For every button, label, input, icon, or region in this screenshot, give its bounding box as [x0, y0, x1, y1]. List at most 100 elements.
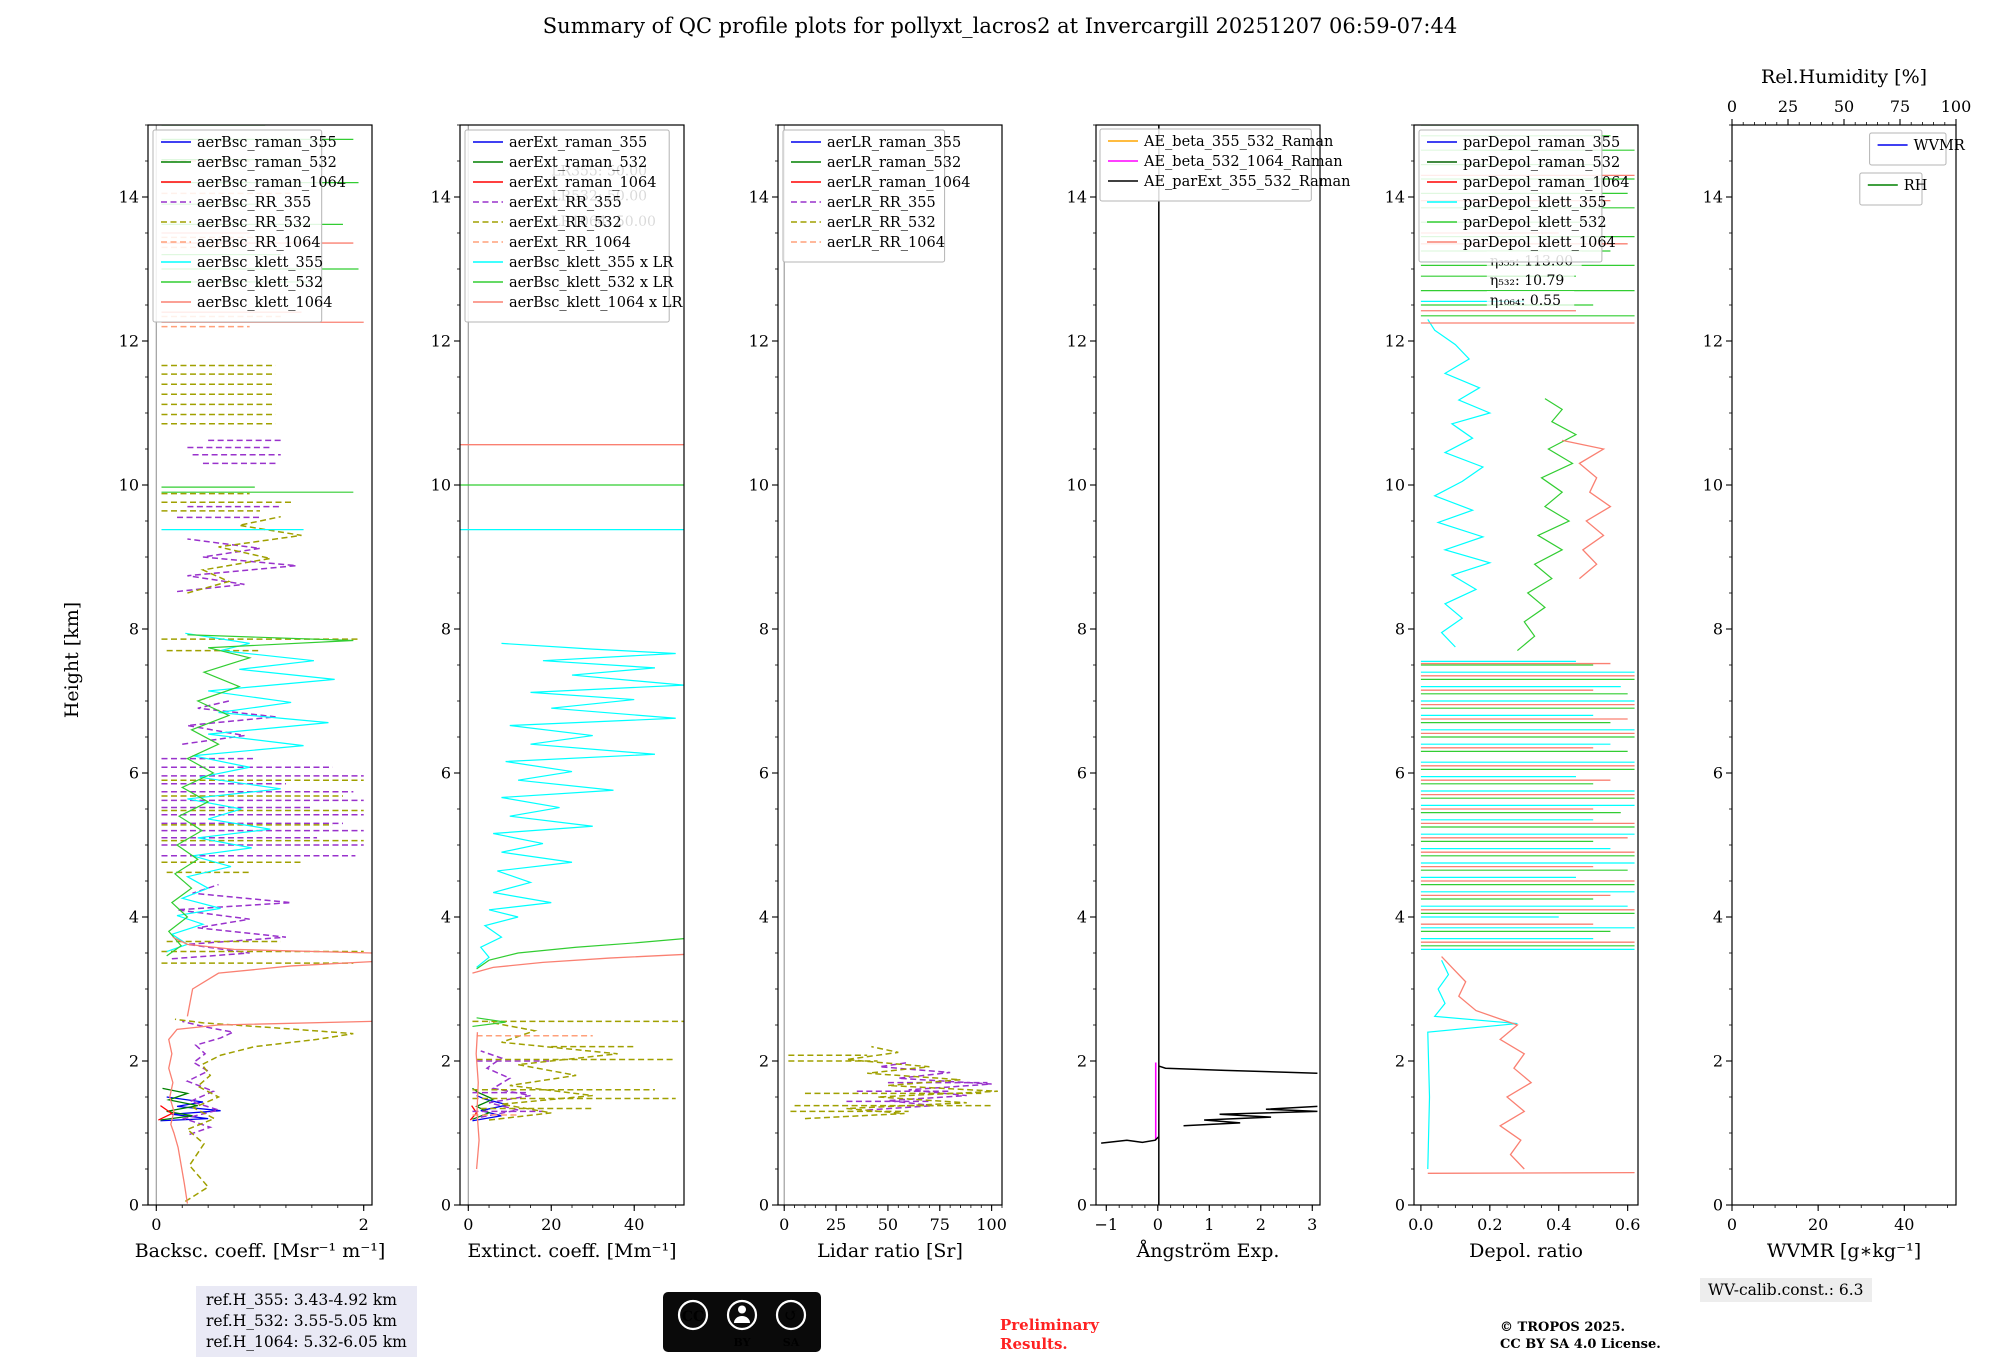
legend-label: parDepol_raman_532: [1463, 155, 1620, 171]
panel-frame: [147, 124, 373, 1206]
series-aerBsc-raman-532: [160, 1087, 198, 1121]
x-tick-label: 40: [624, 1215, 644, 1234]
y-tick-label: 10: [431, 476, 451, 495]
legend-label: RH: [1904, 178, 1928, 194]
y-tick-label: 12: [749, 332, 769, 351]
y-tick-label: 2: [1077, 1052, 1087, 1071]
y-tick-label: 6: [1713, 764, 1723, 783]
by-person-body: [734, 1316, 750, 1323]
by-label: BY: [734, 1336, 751, 1349]
copyright-note: © TROPOS 2025. CC BY SA 4.0 License.: [1500, 1320, 1661, 1354]
legend-label: aerBsc_klett_355 x LR: [509, 255, 674, 271]
top-tick-label: 0: [1727, 97, 1737, 116]
series-AE-parExt-355-532-Raman: [1158, 1065, 1318, 1074]
legend: aerLR_raman_355 aerLR_raman_532 aerLR_rama…: [782, 129, 970, 263]
ref-h-1064: ref.H_1064: 5.32-6.05 km: [206, 1332, 407, 1351]
x-tick-label: 100: [976, 1215, 1007, 1234]
x-tick-label: 3: [1307, 1215, 1317, 1234]
panel-lidar_ratio: 0 2 4 6 8 10 12 14 0 25 50 75 100 Lidar ratio [Sr] aer…: [749, 124, 1007, 1262]
series-aerBsc-RR-355: [182, 700, 276, 745]
series-aerLR-RR-355: [867, 1061, 992, 1111]
series-parDepol-klett-355: [1427, 959, 1518, 1170]
series-aerLR-RR-532: [804, 1045, 998, 1120]
series-aerBsc-raman-1064: [158, 1105, 174, 1121]
legend-label: aerBsc_RR_532: [197, 215, 311, 231]
ref-h-532: ref.H_532: 3.55-5.05 km: [206, 1311, 397, 1330]
wv-calib-note: WV-calib.const.: 6.3: [1700, 1278, 1872, 1302]
legend-label: aerBsc_raman_1064: [197, 175, 346, 191]
x-tick-label: −1: [1095, 1215, 1119, 1234]
series-aerBsc-klett-1064-x-LR: [472, 953, 684, 974]
panel-frame: [459, 124, 685, 1206]
y-tick-label: 12: [1385, 332, 1405, 351]
top-tick-label: 25: [1778, 97, 1798, 116]
y-tick-label: 6: [441, 764, 451, 783]
y-tick-label: 4: [129, 908, 139, 927]
panel-frame: [1095, 124, 1321, 1206]
series-aerBsc-klett-532-x-LR: [472, 1017, 506, 1028]
y-tick-label: 12: [431, 332, 451, 351]
y-tick-label: 2: [1395, 1052, 1405, 1071]
legend-label: aerBsc_raman_355: [197, 135, 337, 151]
series-aerBsc-klett-1064-x-LR: [475, 1032, 480, 1170]
x-axis-label: Extinct. coeff. [Mm⁻¹]: [467, 1240, 676, 1262]
x-tick-label: 50: [878, 1215, 898, 1234]
y-tick-label: 2: [441, 1052, 451, 1071]
by-person-head: [738, 1305, 746, 1314]
top-tick-label: 50: [1834, 97, 1854, 116]
panel-frame: [777, 124, 1003, 1206]
series-parDepol-klett-532: [1516, 398, 1578, 652]
y-tick-label: 2: [1713, 1052, 1723, 1071]
y-tick-label: 14: [431, 188, 451, 207]
legend-label: parDepol_klett_355: [1463, 195, 1607, 211]
x-tick-label: 2: [1256, 1215, 1266, 1234]
legend-label: aerBsc_klett_532 x LR: [509, 275, 674, 291]
preliminary-note: Preliminary Results.: [1000, 1316, 1099, 1354]
series-parDepol-klett-355: [1427, 319, 1492, 648]
legend-label: aerBsc_klett_355: [197, 255, 323, 271]
y-tick-label: 2: [129, 1052, 139, 1071]
y-tick-label: 10: [1067, 476, 1087, 495]
legend-label: aerExt_RR_532: [509, 215, 622, 231]
y-tick-label: 4: [1077, 908, 1087, 927]
y-tick-label: 6: [759, 764, 769, 783]
x-tick-label: 0: [463, 1215, 473, 1234]
annotation: η₁₀₆₄: 0.55: [1490, 293, 1561, 309]
x-tick-label: 20: [541, 1215, 561, 1234]
figure-title: Summary of QC profile plots for pollyxt_…: [542, 14, 1458, 38]
y-tick-label: 12: [119, 332, 139, 351]
y-tick-label: 14: [1703, 188, 1723, 207]
y-tick-label: 0: [1077, 1196, 1087, 1215]
legend: parDepol_raman_355 parDepol_raman_532 parD…: [1418, 129, 1629, 263]
cc-license-badge: CC ↺ BY SA: [663, 1292, 821, 1356]
legend-label: aerExt_RR_1064: [509, 235, 631, 251]
y-tick-label: 6: [129, 764, 139, 783]
legend-label: WVMR: [1914, 138, 1966, 154]
y-tick-label: 0: [441, 1196, 451, 1215]
series-aerBsc-raman-355: [160, 1096, 221, 1122]
x-tick-label: 0: [151, 1215, 161, 1234]
legend-label: aerLR_RR_532: [827, 215, 936, 231]
y-tick-label: 14: [119, 188, 139, 207]
panel-frame: [1731, 124, 1957, 1206]
sa-arrow-icon: [775, 1299, 807, 1331]
y-tick-label: 12: [1067, 332, 1087, 351]
panel-extinction: 0246810121402040LR355: 50.00LR532: 50.00…: [431, 124, 685, 1262]
y-tick-label: 10: [749, 476, 769, 495]
sa-arrow-glyph: ↺: [784, 1306, 798, 1326]
series-aerBsc-klett-1064: [168, 1020, 372, 1204]
ref-h-355: ref.H_355: 3.43-4.92 km: [206, 1291, 397, 1309]
legend-label: AE_beta_355_532_Raman: [1143, 134, 1333, 150]
legend-label: parDepol_klett_1064: [1463, 235, 1616, 251]
legend-label: aerBsc_klett_532: [197, 275, 323, 291]
annotation-bg: [1486, 291, 1575, 309]
legend: AE_beta_355_532_Raman AE_beta_532_1064_Ra…: [1099, 128, 1350, 202]
x-tick-label: 0: [1727, 1215, 1737, 1234]
series-aerExt-RR-532: [488, 1021, 618, 1121]
x-tick-label: 20: [1808, 1215, 1828, 1234]
series-aerBsc-RR-355: [181, 1020, 236, 1136]
legend: WVMR: [1869, 132, 1966, 166]
